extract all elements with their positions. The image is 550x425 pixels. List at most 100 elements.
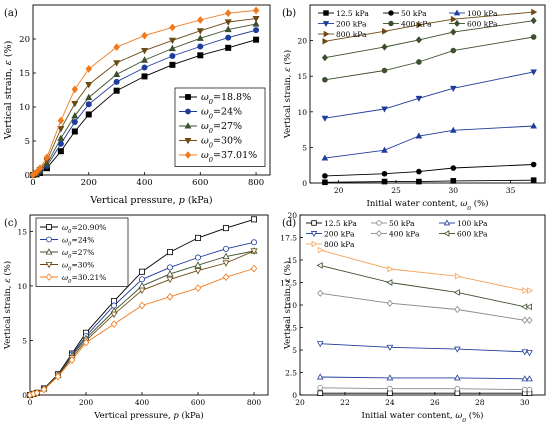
data-point: [71, 128, 78, 135]
x-tick-label: 0: [30, 178, 35, 188]
data-point: [85, 111, 92, 118]
data-point: [381, 170, 388, 177]
data-point: [110, 311, 118, 319]
data-point: [522, 287, 529, 294]
data-point: [138, 268, 145, 275]
data-point: [416, 59, 422, 65]
data-point: [141, 73, 148, 80]
panel-b: (b) 20 25 30 35 0 5 10 15 20 Initial water content…: [282, 4, 546, 212]
series-line-1: [324, 179, 534, 183]
data-point: [450, 15, 457, 23]
plot-frame: [309, 4, 546, 184]
x-tick-label: 30: [520, 398, 530, 407]
legend-marker: [310, 231, 318, 237]
data-point: [316, 373, 324, 380]
legend-label: ω0=30%: [62, 261, 94, 273]
data-point: [138, 287, 146, 295]
data-point: [57, 126, 65, 133]
data-point: [68, 356, 76, 364]
legend-marker: [45, 273, 53, 281]
data-point: [166, 270, 174, 277]
legend: ω0=18.8%ω0=24%ω0=27%ω0=30%ω0=37.01%: [174, 87, 266, 167]
x-tick-label: 600: [192, 178, 208, 188]
data-point: [525, 303, 532, 311]
legend: ω0=20.90%ω0=24%ω0=27%ω0=30%ω0=30.21%: [35, 217, 129, 287]
data-point: [71, 112, 79, 119]
data-point: [253, 36, 260, 43]
legend-marker: [311, 240, 318, 248]
panel-letter: (a): [4, 8, 18, 19]
legend-label: ω0=24%: [62, 236, 94, 248]
data-point: [54, 372, 62, 381]
y-tick-label: 5: [302, 143, 307, 152]
data-point: [449, 126, 457, 133]
data-point: [450, 28, 457, 36]
legend-label: 100 kPa: [457, 219, 488, 228]
data-point: [222, 225, 229, 232]
data-point: [197, 43, 204, 50]
legend-label: ω0=37.01%: [201, 150, 257, 164]
data-point: [141, 31, 148, 40]
data-point: [169, 53, 176, 60]
legend-label: 400 kPa: [389, 229, 420, 238]
legend-label: ω0=27%: [201, 121, 242, 135]
data-point: [527, 287, 534, 294]
data-point: [82, 338, 90, 347]
panel-letter: (d): [282, 218, 296, 229]
data-point: [225, 44, 232, 51]
legend-label: ω0=27%: [62, 248, 94, 260]
panel-d: (d)20 22 24 26 28 3002.557.51012.51517.520Ini…: [280, 211, 546, 424]
data-point: [526, 350, 533, 357]
data-point: [454, 272, 461, 280]
data-point: [386, 279, 393, 286]
data-point: [113, 87, 120, 94]
data-point: [454, 374, 461, 381]
data-point: [381, 106, 388, 113]
y-tick-label: 10: [19, 103, 30, 113]
data-point: [454, 385, 461, 392]
legend-label: 600 kPa: [457, 229, 488, 238]
data-point: [194, 254, 201, 261]
legend-label: ω0=18.8%: [201, 92, 251, 106]
x-axis-label: Vertical pressure, p (kPa): [93, 410, 203, 421]
x-tick-label: 800: [247, 398, 262, 407]
y-tick-label: 20: [19, 35, 30, 45]
y-axis-label: Vertical strain, ε (%): [282, 261, 293, 350]
data-point: [530, 177, 537, 183]
legend-marker: [46, 236, 52, 243]
legend-label: 800 kPa: [336, 30, 367, 39]
legend-marker: [323, 30, 330, 38]
y-tick-label: 15: [19, 69, 30, 79]
y-tick-label: 20: [287, 211, 297, 220]
data-point: [85, 93, 93, 101]
x-tick-label: 24: [385, 398, 395, 407]
legend-marker: [454, 20, 460, 27]
legend-label: 800 kPa: [324, 240, 355, 249]
data-point: [113, 60, 121, 67]
data-point: [222, 245, 229, 252]
legend-marker: [185, 94, 191, 100]
data-point: [316, 341, 324, 348]
data-point: [381, 43, 388, 51]
legend: 12.5 kPa 50 kPa 100 kPa 200 kPa 400 kPa 600 k…: [306, 219, 488, 249]
data-point: [250, 239, 257, 246]
data-point: [194, 261, 202, 268]
data-point: [140, 56, 149, 63]
legend-marker: [184, 137, 192, 145]
x-tick-label: 30: [449, 186, 459, 195]
y-tick-label: 5: [25, 137, 30, 147]
data-point: [225, 34, 232, 41]
series-line-2: [324, 164, 534, 177]
x-axis-label: Initial water content, ω0 (%): [367, 198, 489, 212]
x-tick-label: 28: [475, 398, 485, 407]
data-point: [85, 81, 93, 89]
data-point: [138, 301, 146, 310]
y-tick-label: 5: [292, 346, 297, 355]
data-point: [387, 265, 394, 273]
legend-label: 12.5 kPa: [324, 219, 357, 228]
data-point: [169, 23, 176, 32]
legend-marker: [45, 248, 53, 255]
series-line-5: [320, 292, 530, 321]
data-point: [521, 316, 528, 324]
data-point: [386, 374, 394, 381]
